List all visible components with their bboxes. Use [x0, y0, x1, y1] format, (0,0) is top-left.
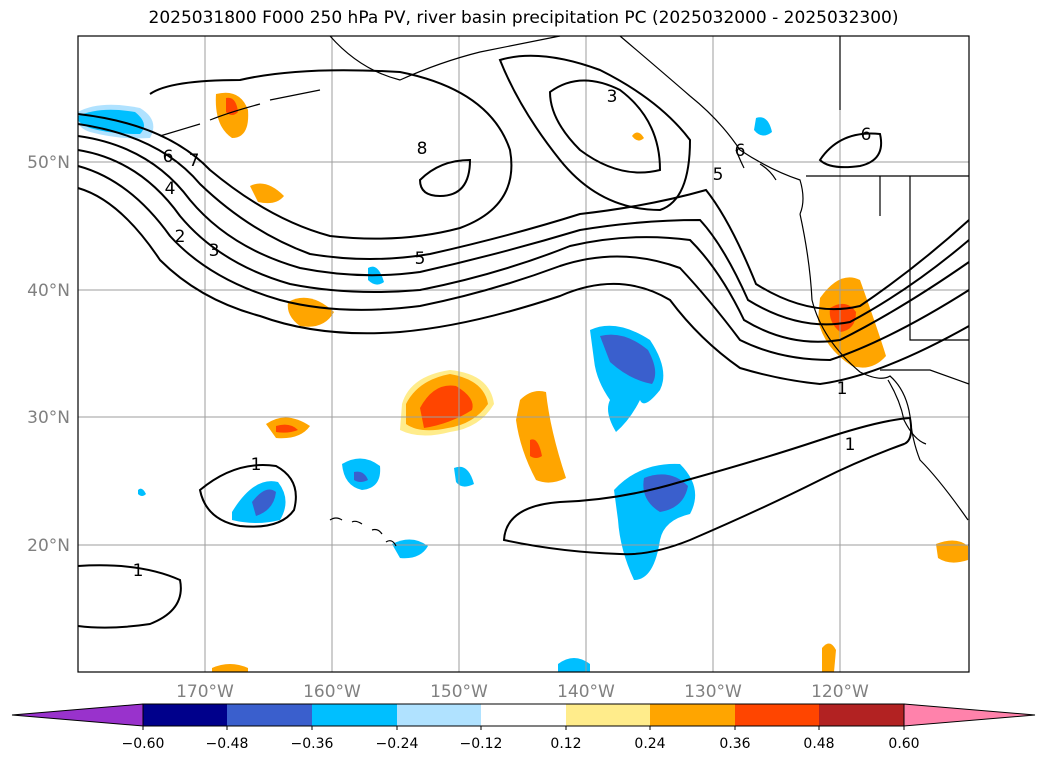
colorbar-tick-label: 0.12 — [550, 736, 581, 752]
pv-contour-1a — [198, 464, 297, 528]
colorbar-tick-label: −0.36 — [291, 736, 334, 752]
contour-label: 6 — [735, 141, 746, 161]
map-border — [77, 35, 970, 673]
colorbar-segment — [481, 704, 566, 726]
lon-label: 160°W — [303, 682, 361, 702]
colorbar-ticks: −0.60 −0.48 −0.36 −0.24 −0.12 0.12 0.24 0.36 0.4… — [122, 726, 920, 752]
pv-contour — [77, 149, 970, 343]
contour-label: 8 — [417, 139, 428, 159]
map-frame — [78, 36, 969, 672]
pv-contour — [548, 79, 662, 174]
contour-label: 1 — [837, 379, 848, 399]
coastline-baja — [887, 379, 927, 445]
pv-contour — [77, 165, 970, 362]
colorbar-segments — [11, 703, 1036, 727]
colorbar-tick-label: −0.12 — [460, 736, 503, 752]
colorbar-tick-label: 0.24 — [634, 736, 665, 752]
contour-label: 4 — [165, 179, 176, 199]
shading-blob — [215, 92, 249, 138]
shading-blob — [392, 539, 428, 559]
island-aleutians — [159, 89, 321, 137]
shading-blob — [138, 488, 146, 496]
shading-blob — [558, 658, 590, 672]
shading-blob — [252, 489, 276, 516]
shading-blob — [212, 664, 248, 672]
colorbar-tick-label: 0.60 — [888, 736, 919, 752]
shading-blob — [822, 643, 836, 672]
lon-label: 140°W — [557, 682, 615, 702]
colorbar-segment — [819, 704, 904, 726]
shading-blob — [276, 424, 298, 433]
colorbar-segment — [735, 704, 819, 726]
lon-labels: 170°W 160°W 150°W 140°W 130°W 120°W — [176, 682, 869, 702]
lon-label: 150°W — [430, 682, 488, 702]
colorbar-segment — [227, 704, 312, 726]
colorbar-tick-label: −0.48 — [206, 736, 249, 752]
island-queen-charlotte — [735, 149, 777, 181]
pv-contour — [77, 187, 970, 386]
plot-title: 2025031800 F000 250 hPa PV, river basin … — [148, 8, 899, 28]
colorbar-segment — [650, 704, 735, 726]
lon-label: 170°W — [176, 682, 234, 702]
lat-label: 50°N — [27, 153, 70, 173]
shading-blob — [936, 540, 968, 563]
contour-label: 6 — [163, 147, 174, 167]
lat-label: 40°N — [27, 281, 70, 301]
precip-shading — [78, 92, 968, 672]
pv-contour — [77, 135, 970, 326]
contour-label: 6 — [861, 125, 872, 145]
coastline-alaska-panhandle — [619, 35, 804, 215]
pv-contour — [77, 123, 970, 311]
lon-label: 130°W — [684, 682, 742, 702]
shading-blob — [250, 183, 284, 204]
contour-label: 3 — [209, 241, 220, 261]
colorbar-tick-label: 0.48 — [803, 736, 834, 752]
shading-blob — [829, 303, 856, 332]
border-mexico — [880, 369, 970, 385]
shading-blob — [530, 439, 542, 458]
pv-contour — [498, 54, 692, 212]
shading-blob — [354, 471, 368, 482]
island-hawaii — [329, 517, 397, 547]
colorbar-extend-max — [903, 703, 1036, 727]
coastlines — [159, 35, 970, 547]
contour-label: 1 — [845, 435, 856, 455]
colorbar-frame — [142, 703, 905, 727]
colorbar-segment — [397, 704, 481, 726]
contour-label: 2 — [175, 227, 186, 247]
colorbar-tick-label: 0.36 — [719, 736, 750, 752]
contour-label: 7 — [189, 151, 200, 171]
coastline-alaska — [329, 35, 561, 81]
shading-blob — [600, 334, 656, 384]
colorbar-extend-min — [11, 703, 144, 727]
pv-contours — [77, 54, 970, 629]
pv-contour — [818, 132, 882, 169]
pv-contour-1c — [502, 416, 913, 556]
colorbar-segment — [566, 704, 650, 726]
colorbar-segment — [143, 704, 227, 726]
shading-blob — [516, 391, 566, 483]
lat-labels: 50°N 40°N 30°N 20°N — [27, 153, 70, 556]
pv-contour — [77, 69, 513, 240]
contour-label: 1 — [133, 561, 144, 581]
colorbar-tick-label: −0.24 — [376, 736, 419, 752]
colorbar-tick-label: −0.60 — [122, 736, 165, 752]
shading-blob — [632, 132, 644, 141]
colorbar-segment — [312, 704, 397, 726]
pv-contour — [418, 158, 472, 198]
lat-label: 20°N — [27, 536, 70, 556]
contour-labels: 8 3 6 7 6 4 2 3 5 5 6 1 1 1 1 — [133, 87, 872, 581]
contour-label: 1 — [251, 455, 262, 475]
pv-contour-1b — [77, 564, 182, 629]
lat-label: 30°N — [27, 408, 70, 428]
coastline-west-us — [799, 213, 969, 521]
shading-blob — [754, 117, 772, 136]
contour-label: 5 — [713, 165, 724, 185]
contour-label: 3 — [607, 87, 618, 107]
lon-label: 120°W — [811, 682, 869, 702]
contour-label: 5 — [415, 249, 426, 269]
border-states — [839, 36, 969, 341]
